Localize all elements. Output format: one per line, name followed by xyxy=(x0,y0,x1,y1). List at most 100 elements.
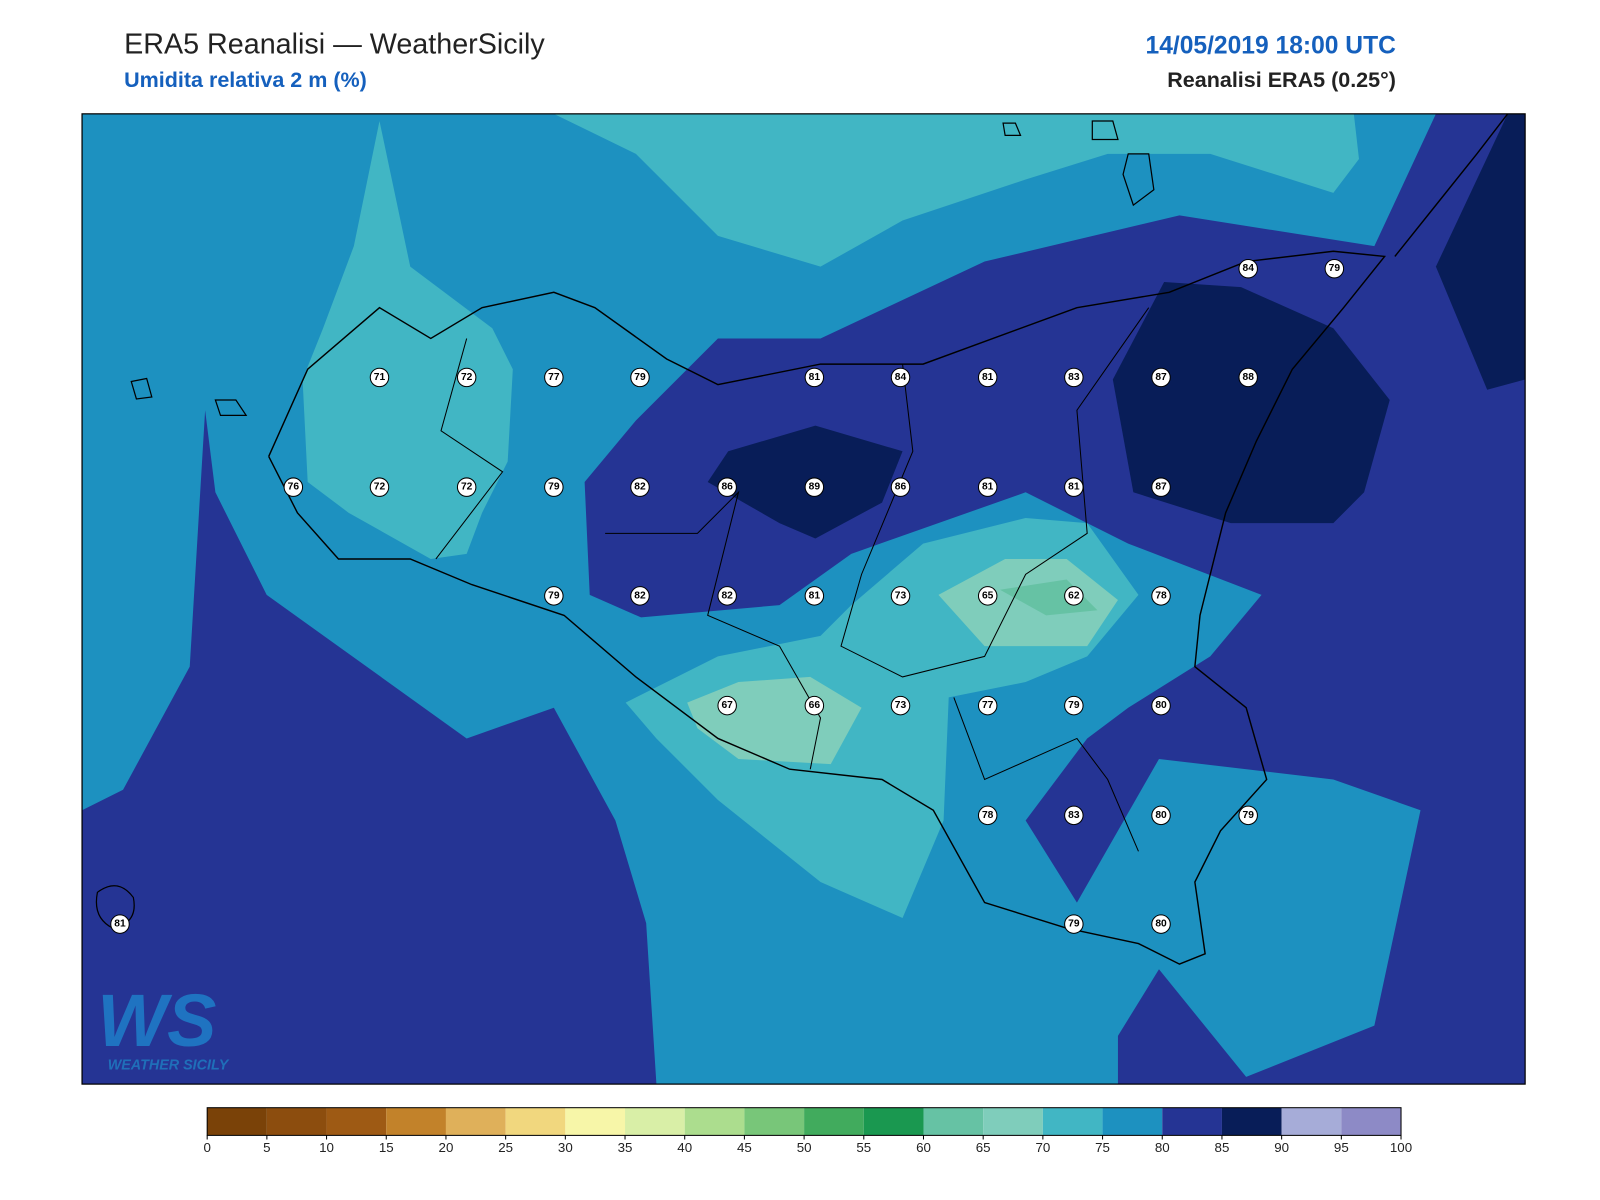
station-marker xyxy=(1064,367,1084,388)
station-marker xyxy=(890,367,911,388)
station-marker xyxy=(890,477,911,497)
colorbar-swatch xyxy=(445,1107,506,1136)
station-marker xyxy=(890,586,911,606)
logo: WS xyxy=(97,979,216,1062)
station-value: 86 xyxy=(721,482,733,493)
colorbar-swatch xyxy=(983,1107,1043,1136)
station-marker xyxy=(804,695,825,716)
station-marker xyxy=(1064,805,1084,826)
station-value: 86 xyxy=(895,482,907,493)
colorbar-swatch xyxy=(505,1107,566,1136)
colorbar-tick-label: 20 xyxy=(439,1140,454,1155)
station-marker xyxy=(1238,805,1258,826)
station-marker xyxy=(1324,258,1345,279)
date: 14/05/2019 18:00 UTC xyxy=(1146,32,1397,59)
station-marker xyxy=(544,477,564,497)
station-marker xyxy=(977,477,998,497)
colorbar-tick-label: 70 xyxy=(1035,1140,1050,1155)
station-value: 76 xyxy=(288,482,300,493)
colorbar-tick-label: 30 xyxy=(558,1140,573,1155)
station-marker xyxy=(1151,477,1171,497)
colorbar-tick-label: 35 xyxy=(618,1140,633,1155)
colorbar-swatch xyxy=(804,1107,864,1136)
subtitle: Umidita relativa 2 m (%) xyxy=(124,68,367,92)
station-value: 87 xyxy=(1155,372,1167,383)
colorbar-tick-label: 80 xyxy=(1155,1140,1170,1155)
station-value: 73 xyxy=(895,700,907,711)
colorbar-tick-label: 90 xyxy=(1274,1140,1289,1155)
colorbar-tick-label: 95 xyxy=(1334,1140,1349,1155)
station-marker xyxy=(804,477,825,497)
station-value: 81 xyxy=(982,482,994,493)
colorbar-swatch xyxy=(1102,1107,1163,1136)
station-marker xyxy=(369,367,390,388)
colorbar-swatch xyxy=(266,1107,327,1136)
station-marker xyxy=(630,367,650,388)
station-marker xyxy=(1238,258,1258,279)
colorbar-tick-label: 100 xyxy=(1390,1140,1412,1155)
station-marker xyxy=(1151,695,1171,716)
logo-caption: WEATHER SICILY xyxy=(108,1058,230,1074)
station-marker xyxy=(717,695,737,716)
station-marker xyxy=(977,695,998,716)
station-marker xyxy=(110,914,130,934)
station-value: 78 xyxy=(982,810,994,821)
station-value: 62 xyxy=(1068,590,1080,601)
colorbar-swatch xyxy=(744,1107,805,1136)
station-marker xyxy=(977,805,998,826)
colorbar-tick-label: 75 xyxy=(1095,1140,1110,1155)
colorbar-tick-label: 65 xyxy=(976,1140,991,1155)
station-value: 71 xyxy=(374,372,386,383)
station-marker xyxy=(1064,586,1084,606)
station-value: 79 xyxy=(1068,700,1080,711)
station-marker xyxy=(283,477,304,497)
station-marker xyxy=(717,586,737,606)
station-value: 80 xyxy=(1155,919,1167,930)
station-value: 72 xyxy=(374,482,386,493)
station-marker xyxy=(977,367,998,388)
colorbar-swatch xyxy=(863,1107,924,1136)
colorbar-swatch xyxy=(207,1107,267,1136)
title: ERA5 Reanalisi — WeatherSicily xyxy=(124,28,545,60)
station-marker xyxy=(977,586,998,606)
station-value: 82 xyxy=(634,482,646,493)
colorbar-tick-label: 45 xyxy=(737,1140,752,1155)
station-marker xyxy=(1064,477,1084,497)
station-value: 82 xyxy=(721,590,733,601)
station-marker xyxy=(1151,805,1171,826)
station-marker xyxy=(717,477,737,497)
station-value: 65 xyxy=(982,590,994,601)
station-marker xyxy=(804,586,825,606)
station-marker xyxy=(804,367,825,388)
colorbar-swatch xyxy=(1281,1107,1342,1136)
colorbar-tick-label: 15 xyxy=(379,1140,394,1155)
station-value: 84 xyxy=(895,372,907,383)
station-value: 77 xyxy=(982,700,994,711)
station-marker xyxy=(890,695,911,716)
station-marker xyxy=(544,367,564,388)
colorbar-swatch xyxy=(923,1107,984,1136)
station-marker xyxy=(630,477,650,497)
station-value: 82 xyxy=(634,590,646,601)
colorbar-swatch xyxy=(386,1107,446,1136)
colorbar-swatch xyxy=(326,1107,387,1136)
station-value: 79 xyxy=(548,482,560,493)
colorbar-tick-label: 85 xyxy=(1215,1140,1230,1155)
station-value: 81 xyxy=(114,919,126,930)
station-marker xyxy=(369,477,390,497)
station-value: 83 xyxy=(1068,372,1080,383)
colorbar-tick-label: 25 xyxy=(498,1140,513,1155)
stations: 84 79 71 72 77 79 81 84 81 83 87 88 76 72 72 79 82 86 89 86… xyxy=(110,258,1345,934)
station-value: 79 xyxy=(548,590,560,601)
colorbar-swatch xyxy=(1341,1107,1402,1136)
station-value: 79 xyxy=(634,372,646,383)
station-marker xyxy=(456,477,477,497)
station-marker xyxy=(544,586,564,606)
station-value: 67 xyxy=(721,700,733,711)
map-frame xyxy=(81,113,1526,1085)
colorbar-tick-label: 5 xyxy=(263,1140,270,1155)
station-marker xyxy=(1151,914,1171,934)
station-value: 84 xyxy=(1243,263,1255,274)
colorbar-tick-label: 50 xyxy=(797,1140,812,1155)
station-value: 80 xyxy=(1155,700,1167,711)
